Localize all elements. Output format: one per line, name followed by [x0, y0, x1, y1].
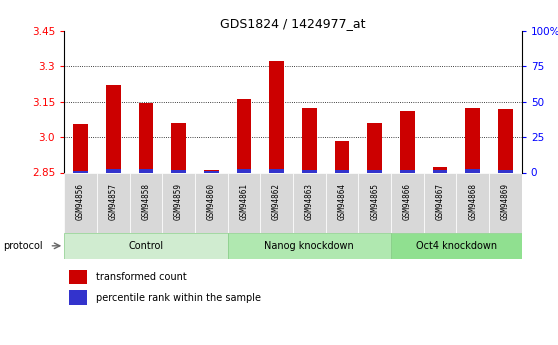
Bar — [69, 270, 87, 284]
Bar — [498, 109, 513, 172]
Text: GSM94856: GSM94856 — [76, 183, 85, 220]
Bar — [204, 171, 219, 172]
Bar — [302, 108, 316, 172]
Text: GSM94869: GSM94869 — [501, 183, 510, 220]
Text: Oct4 knockdown: Oct4 knockdown — [416, 241, 497, 251]
Bar — [367, 123, 382, 172]
Bar — [293, 172, 326, 233]
Text: protocol: protocol — [3, 241, 42, 251]
Bar — [73, 171, 88, 172]
Bar — [456, 172, 489, 233]
Bar — [73, 124, 88, 172]
Bar — [432, 167, 448, 172]
Text: GSM94868: GSM94868 — [468, 183, 477, 220]
Bar — [106, 169, 121, 172]
Bar — [465, 108, 480, 172]
Bar — [171, 123, 186, 172]
Bar — [237, 99, 251, 172]
Bar — [69, 290, 87, 305]
Text: Control: Control — [128, 241, 163, 251]
Bar — [138, 169, 153, 172]
Bar — [498, 170, 513, 172]
Bar — [432, 170, 448, 172]
Bar — [391, 172, 424, 233]
Text: GSM94864: GSM94864 — [338, 183, 347, 220]
Bar — [97, 172, 129, 233]
Bar — [489, 172, 522, 233]
Bar — [391, 233, 522, 259]
Text: GSM94857: GSM94857 — [109, 183, 118, 220]
Bar — [270, 60, 284, 172]
Bar — [302, 170, 316, 172]
Bar — [138, 103, 153, 172]
Bar — [400, 111, 415, 172]
Text: GSM94859: GSM94859 — [174, 183, 183, 220]
Text: GSM94867: GSM94867 — [436, 183, 445, 220]
Bar — [228, 172, 260, 233]
Bar — [367, 170, 382, 172]
Bar — [129, 172, 162, 233]
Bar — [106, 85, 121, 172]
Bar — [400, 170, 415, 172]
Bar — [228, 233, 391, 259]
Text: GSM94862: GSM94862 — [272, 183, 281, 220]
Text: transformed count: transformed count — [96, 272, 187, 282]
Title: GDS1824 / 1424977_at: GDS1824 / 1424977_at — [220, 17, 365, 30]
Bar — [64, 233, 228, 259]
Bar — [237, 169, 251, 172]
Text: GSM94860: GSM94860 — [207, 183, 216, 220]
Text: percentile rank within the sample: percentile rank within the sample — [96, 293, 261, 303]
Bar — [260, 172, 293, 233]
Bar — [195, 172, 228, 233]
Bar — [335, 170, 349, 172]
Text: GSM94861: GSM94861 — [239, 183, 248, 220]
Text: GSM94863: GSM94863 — [305, 183, 314, 220]
Bar — [358, 172, 391, 233]
Bar — [335, 141, 349, 172]
Bar — [326, 172, 358, 233]
Bar — [162, 172, 195, 233]
Bar — [270, 169, 284, 172]
Text: GSM94865: GSM94865 — [370, 183, 379, 220]
Text: GSM94866: GSM94866 — [403, 183, 412, 220]
Text: Nanog knockdown: Nanog knockdown — [264, 241, 354, 251]
Bar — [465, 169, 480, 172]
Bar — [424, 172, 456, 233]
Text: GSM94858: GSM94858 — [141, 183, 150, 220]
Bar — [204, 170, 219, 172]
Bar — [64, 172, 97, 233]
Bar — [171, 170, 186, 172]
